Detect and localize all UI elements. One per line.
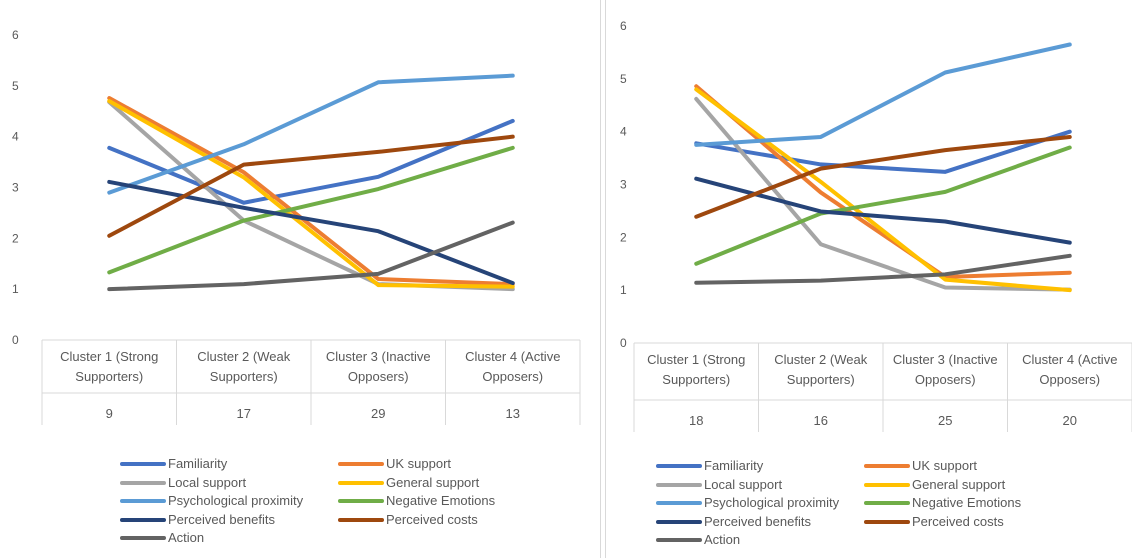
panel-divider-right bbox=[605, 0, 606, 558]
y-tick-label: 6 bbox=[620, 19, 627, 33]
legend-swatch bbox=[864, 519, 910, 524]
legend-label: Local support bbox=[704, 476, 783, 492]
legend-label: Negative Emotions bbox=[912, 495, 1022, 510]
category-count-label: 13 bbox=[506, 406, 520, 421]
legend-swatch bbox=[120, 517, 166, 522]
legend-label: UK support bbox=[912, 458, 978, 473]
line-chart-left: 0 1 2 3 4 5 6 Cluster 1 (Strong Supporters) 9 Clus… bbox=[12, 28, 581, 425]
category-count-label: 29 bbox=[371, 406, 385, 421]
legend-label: Familiarity bbox=[704, 458, 764, 473]
legend-label: Familiarity bbox=[168, 456, 228, 471]
series-line bbox=[694, 87, 1072, 293]
legend-swatch bbox=[120, 536, 166, 540]
legend-swatch bbox=[656, 482, 702, 487]
legend-swatch bbox=[120, 499, 166, 503]
series-line bbox=[107, 134, 515, 238]
legend-label: Perceived costs bbox=[912, 513, 1004, 529]
y-tick-label: 1 bbox=[12, 282, 19, 296]
y-tick-label: 4 bbox=[12, 130, 19, 144]
series-line bbox=[107, 145, 515, 275]
category-label: Cluster 3 (Inactive Opposers) bbox=[893, 352, 998, 387]
legend-label: Perceived benefits bbox=[168, 511, 275, 527]
category-label: Cluster 1 (Strong Supporters) bbox=[647, 352, 745, 387]
legend-label: UK support bbox=[386, 456, 452, 471]
legend-swatch bbox=[120, 480, 166, 485]
legend-swatch bbox=[338, 462, 384, 466]
y-tick-label: 0 bbox=[620, 336, 627, 350]
legend-swatch bbox=[120, 462, 166, 466]
legend-label: Perceived benefits bbox=[704, 513, 811, 529]
line-chart-right: 0 1 2 3 4 5 6 Cluster 1 (Strong Supporters) 18 Clu… bbox=[620, 19, 1132, 432]
legend-swatch bbox=[864, 464, 910, 468]
y-tick-label: 0 bbox=[12, 333, 19, 347]
series-line bbox=[107, 73, 515, 195]
y-tick-label: 5 bbox=[12, 79, 19, 93]
series-line bbox=[694, 145, 1072, 266]
y-tick-label: 3 bbox=[12, 181, 19, 195]
category-count-label: 9 bbox=[106, 406, 113, 421]
legend-label: Psychological proximity bbox=[168, 493, 304, 508]
legend-label: Action bbox=[704, 532, 741, 547]
y-tick-label: 4 bbox=[620, 125, 627, 139]
category-label: Cluster 2 (Weak Supporters) bbox=[197, 349, 290, 384]
series-line bbox=[694, 42, 1072, 147]
category-count-label: 17 bbox=[237, 406, 251, 421]
series-line bbox=[107, 118, 515, 205]
legend-label: Psychological proximity bbox=[704, 495, 840, 510]
category-count-label: 25 bbox=[938, 413, 952, 428]
panel-divider-left bbox=[600, 0, 601, 558]
series-line bbox=[694, 129, 1072, 174]
legend-label: Negative Emotions bbox=[386, 493, 496, 508]
series-line bbox=[694, 84, 1072, 279]
legend-label: Perceived costs bbox=[386, 511, 478, 527]
series-line bbox=[107, 220, 515, 292]
series-line bbox=[107, 179, 515, 286]
category-count-label: 18 bbox=[689, 413, 703, 428]
series-line bbox=[107, 99, 515, 289]
category-label: Cluster 2 (Weak Supporters) bbox=[774, 352, 867, 387]
category-label: Cluster 4 (Active Opposers) bbox=[1022, 352, 1117, 387]
legend-label: Action bbox=[168, 530, 205, 545]
category-label: Cluster 4 (Active Opposers) bbox=[465, 349, 560, 384]
legend-swatch bbox=[864, 482, 910, 487]
series-line bbox=[694, 96, 1072, 292]
legend-swatch bbox=[338, 517, 384, 522]
y-tick-label: 5 bbox=[620, 72, 627, 86]
y-tick-label: 1 bbox=[620, 283, 627, 297]
legend-swatch bbox=[656, 501, 702, 505]
y-tick-label: 2 bbox=[12, 231, 19, 245]
legend-swatch bbox=[656, 464, 702, 468]
legend-swatch bbox=[656, 519, 702, 524]
legend-swatch bbox=[338, 480, 384, 485]
category-label: Cluster 1 (Strong Supporters) bbox=[60, 349, 158, 384]
legend-label: Local support bbox=[168, 474, 247, 490]
legend-label: General support bbox=[386, 474, 480, 490]
legend-label: General support bbox=[912, 476, 1006, 492]
legend-swatch bbox=[864, 501, 910, 505]
series-line bbox=[694, 134, 1072, 219]
category-count-label: 16 bbox=[814, 413, 828, 428]
series-line bbox=[107, 96, 515, 287]
chart-panel-left: 0 1 2 3 4 5 6 Cluster 1 (Strong Supporters) 9 Clus… bbox=[12, 28, 581, 545]
y-tick-label: 2 bbox=[620, 230, 627, 244]
legend-swatch bbox=[656, 538, 702, 542]
category-count-label: 20 bbox=[1063, 413, 1077, 428]
y-tick-label: 3 bbox=[620, 178, 627, 192]
legend-swatch bbox=[338, 499, 384, 503]
category-label: Cluster 3 (Inactive Opposers) bbox=[326, 349, 431, 384]
series-line bbox=[694, 176, 1072, 245]
y-tick-label: 6 bbox=[12, 28, 19, 42]
series-line bbox=[694, 253, 1072, 285]
chart-panel-right: 0 1 2 3 4 5 6 Cluster 1 (Strong Supporters) 18 Clu… bbox=[606, 0, 1132, 558]
